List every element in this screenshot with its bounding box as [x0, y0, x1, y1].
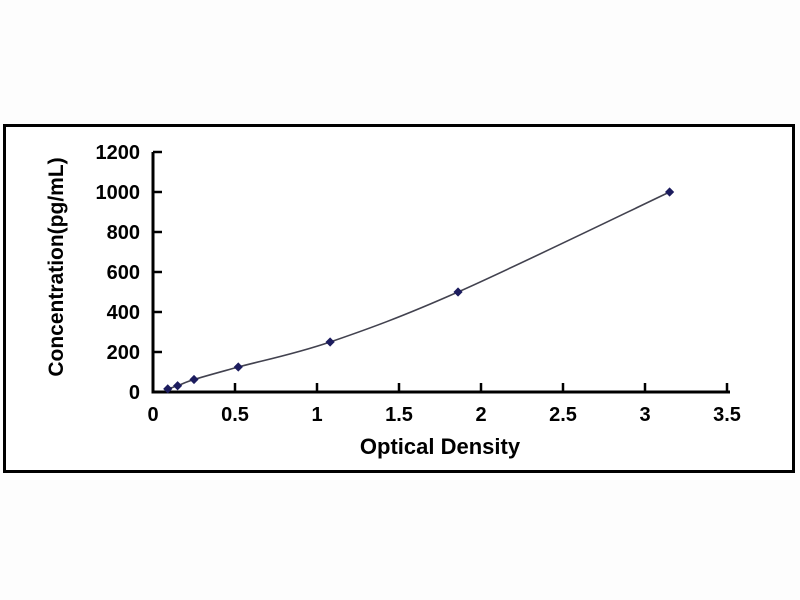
data-point-marker — [233, 362, 243, 372]
data-point-marker — [189, 374, 199, 385]
chart-frame — [3, 124, 795, 473]
x-tick-label: 0 — [147, 404, 158, 426]
y-tick-label: 0 — [129, 382, 140, 404]
y-tick-label: 1000 — [96, 182, 141, 204]
y-tick-label: 800 — [107, 222, 140, 244]
data-point-marker — [173, 381, 183, 391]
y-tick-label: 1200 — [96, 142, 141, 164]
x-tick-label: 1.5 — [385, 404, 413, 426]
y-tick-label: 600 — [107, 262, 140, 284]
x-tick-label: 3.5 — [713, 404, 741, 426]
data-point-marker — [665, 187, 675, 197]
data-point-marker — [163, 384, 173, 394]
data-point-marker — [453, 287, 463, 297]
curve-line — [167, 191, 670, 390]
x-axis-title: Optical Density — [359, 434, 521, 459]
x-tick-label: 1 — [311, 404, 322, 426]
y-tick-label: 200 — [107, 342, 140, 364]
y-tick-label: 400 — [107, 302, 140, 324]
data-point-marker — [325, 337, 335, 347]
x-tick-label: 0.5 — [221, 404, 249, 426]
x-tick-label: 2 — [475, 404, 486, 426]
x-tick-label: 3 — [639, 404, 650, 426]
y-axis-title: Concentration(pg/mL) — [45, 157, 68, 377]
x-tick-label: 2.5 — [549, 404, 577, 426]
